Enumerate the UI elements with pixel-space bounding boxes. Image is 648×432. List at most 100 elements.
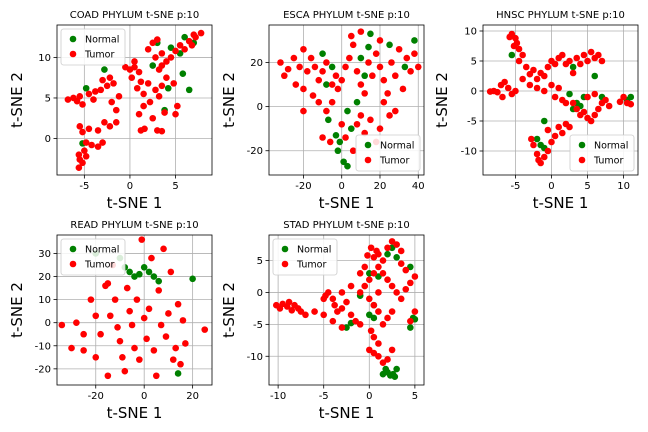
chart-title: ESCA PHYLUM t-SNE p:10: [283, 10, 410, 21]
tumor-point: [141, 125, 148, 133]
tumor-point: [326, 138, 334, 146]
tumor-point: [103, 82, 111, 90]
x-tick-label: 20: [186, 391, 199, 402]
legend-marker-normal: [69, 245, 77, 253]
tumor-point: [181, 46, 188, 53]
x-axis-label: t-SNE 1: [319, 404, 375, 422]
tumor-point: [163, 74, 170, 82]
normal-point: [367, 30, 374, 38]
legend-box: [60, 28, 126, 66]
tumor-point: [112, 118, 120, 126]
normal-point: [167, 44, 175, 52]
tumor-point: [372, 50, 380, 57]
y-axis-label: t-SNE 2: [8, 282, 26, 338]
tumor-point: [174, 300, 182, 308]
tumor-point: [627, 100, 635, 108]
legend-label-normal: Normal: [380, 141, 414, 152]
tumor-point: [123, 284, 131, 292]
data-points: [272, 238, 419, 381]
tumor-point: [373, 247, 380, 255]
axes-frame: [56, 24, 213, 176]
normal-point: [357, 54, 365, 62]
tumor-point: [281, 72, 288, 80]
tumor-point: [158, 62, 166, 69]
tumor-point: [137, 78, 145, 86]
tumor-point: [106, 312, 114, 320]
tumor-point: [149, 39, 157, 47]
legend: Normal Tumor: [60, 28, 126, 66]
tumor-point: [530, 141, 537, 149]
tumor-point: [403, 54, 411, 62]
tumor-point: [324, 289, 332, 296]
y-tick-label: -20: [247, 146, 263, 157]
normal-point: [384, 250, 391, 258]
tumor-point: [153, 36, 161, 43]
x-tick-label: -20: [295, 181, 311, 192]
tumor-point: [379, 321, 387, 328]
tumor-point: [375, 340, 382, 347]
normal-point: [136, 270, 143, 278]
normal-point: [325, 116, 332, 124]
tumor-point: [138, 236, 146, 243]
data-points: [58, 236, 209, 380]
tumor-point: [580, 108, 588, 116]
tumor-point: [407, 317, 414, 325]
tumor-point: [388, 59, 395, 66]
legend-box: [60, 238, 126, 276]
normal-point: [336, 138, 344, 146]
tumor-point: [111, 296, 119, 303]
tumor-point: [311, 63, 319, 71]
tumor-point: [540, 87, 548, 95]
tumor-point: [402, 266, 410, 274]
tumor-point: [544, 63, 552, 71]
x-tick-label: 20: [374, 181, 387, 192]
tumor-point: [85, 90, 93, 98]
legend-marker-tumor: [69, 50, 77, 58]
tumor-point: [555, 84, 562, 92]
legend-marker-tumor: [364, 156, 372, 164]
normal-point: [627, 93, 635, 101]
tumor-point: [144, 80, 152, 87]
tumor-point: [411, 308, 419, 315]
y-tick-label: 0: [45, 318, 51, 329]
x-tick-label: 0: [548, 181, 554, 192]
tumor-point: [356, 289, 364, 296]
tumor-point: [300, 107, 307, 115]
tumor-point: [315, 76, 323, 84]
tumor-point: [162, 333, 170, 340]
tumor-point: [155, 287, 163, 294]
tumor-point: [114, 324, 121, 331]
normal-point: [379, 370, 387, 378]
y-axis-label: t-SNE 2: [8, 72, 26, 128]
tumor-point: [367, 244, 375, 252]
x-tick-label: 40: [412, 181, 425, 192]
tumor-point: [323, 59, 330, 66]
normal-point: [181, 33, 188, 41]
tumor-point: [176, 41, 184, 49]
y-tick-label: -10: [35, 341, 51, 352]
tumor-point: [133, 296, 141, 303]
tumor-point: [112, 106, 120, 114]
tumor-point: [388, 346, 396, 354]
legend-marker-tumor: [281, 260, 289, 268]
tumor-point: [370, 269, 378, 277]
tumor-point: [370, 254, 378, 261]
tumor-point: [277, 59, 284, 66]
tumor-point: [133, 84, 141, 92]
y-axis-label: t-SNE 2: [220, 282, 238, 338]
normal-point: [185, 86, 193, 94]
tumor-point: [169, 356, 177, 363]
tumor-point: [379, 269, 387, 277]
tumor-point: [393, 241, 400, 248]
tumor-point: [357, 28, 365, 35]
tumor-point: [81, 147, 88, 154]
tumor-point: [320, 311, 328, 319]
normal-point: [391, 373, 399, 381]
tumor-point: [365, 59, 372, 66]
normal-point: [533, 135, 541, 143]
tumor-point: [566, 123, 573, 131]
tumor-point: [116, 337, 124, 345]
tumor-point: [347, 282, 355, 290]
tumor-point: [319, 134, 326, 141]
tumor-point: [331, 301, 338, 309]
